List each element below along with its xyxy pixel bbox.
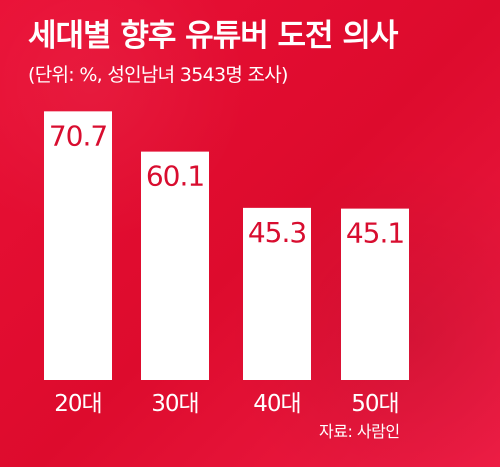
bar-50대 <box>341 208 409 380</box>
bar-40대 <box>243 207 311 380</box>
category-label-40대: 40대 <box>253 391 300 417</box>
value-label-30대: 60.1 <box>146 160 204 193</box>
value-label-40대: 45.3 <box>248 216 306 249</box>
bars-layer <box>44 111 409 380</box>
source-note: 자료: 사람인 <box>319 422 400 441</box>
category-label-20대: 20대 <box>54 391 101 417</box>
category-label-50대: 50대 <box>351 391 398 417</box>
value-label-20대: 70.7 <box>49 119 107 152</box>
chart-subtitle: (단위: %, 성인남녀 3543명 조사) <box>28 64 288 86</box>
category-labels-layer: 20대 30대 40대 50대 <box>54 391 399 417</box>
chart-title: 세대별 향후 유튜버 도전 의사 <box>28 18 398 54</box>
value-label-50대: 45.1 <box>346 217 404 250</box>
category-label-30대: 30대 <box>151 391 198 417</box>
bar-30대 <box>141 151 209 380</box>
bar-20대 <box>44 111 112 380</box>
value-labels-layer: 70.7 60.1 45.3 45.1 <box>49 119 405 250</box>
